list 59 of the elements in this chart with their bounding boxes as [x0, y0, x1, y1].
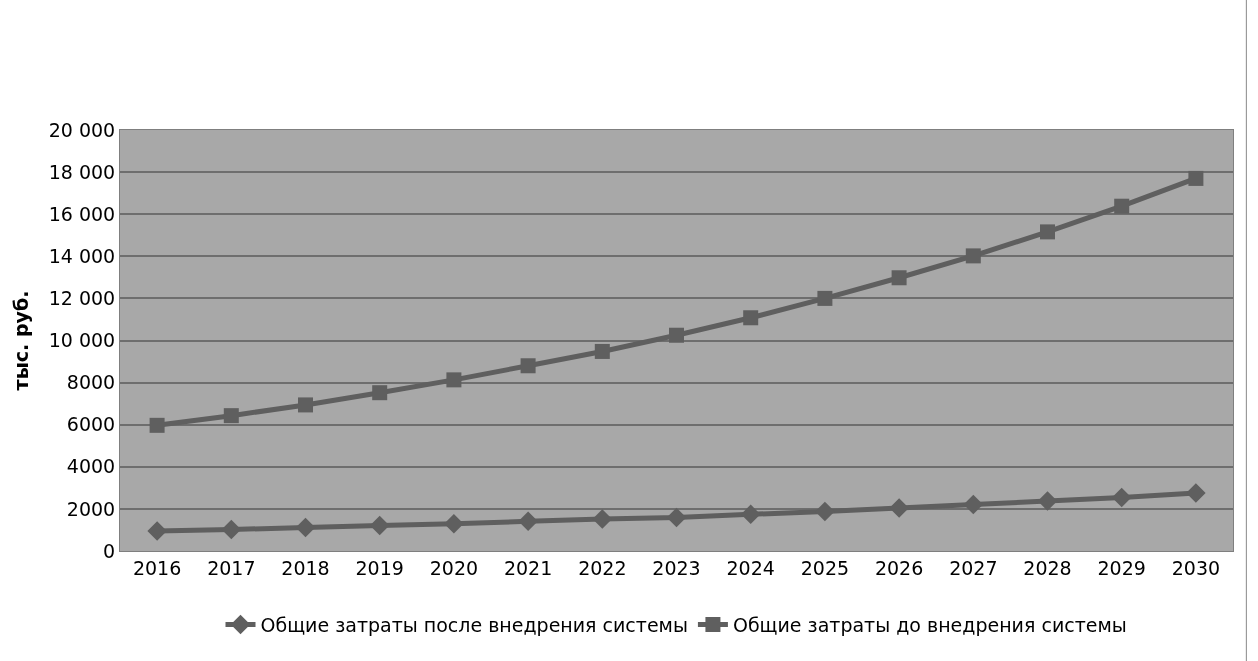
- point: [1037, 491, 1058, 511]
- x-tick-label: 2016: [132, 556, 182, 579]
- point: [965, 248, 981, 264]
- point: [295, 517, 316, 538]
- x-tick-label: 2023: [652, 556, 701, 579]
- point: [223, 408, 239, 424]
- legend-label: Общие затраты до внедрения системы: [732, 613, 1127, 636]
- point: [147, 521, 167, 541]
- x-tick-label: 2017: [207, 556, 256, 579]
- point: [666, 507, 687, 528]
- x-tick-label: 2019: [355, 556, 404, 579]
- point: [446, 372, 462, 388]
- point: [1111, 487, 1132, 508]
- y-tick-label: 6000: [66, 413, 116, 436]
- y-tick-label: 0: [103, 539, 116, 562]
- point: [817, 290, 833, 306]
- point: [518, 511, 538, 532]
- y-tick-label: 10 000: [48, 329, 116, 352]
- x-tick-label: 2022: [578, 556, 627, 579]
- point: [149, 417, 165, 433]
- x-tick-label: 2024: [726, 556, 775, 579]
- point: [743, 310, 759, 326]
- point: [891, 270, 907, 286]
- point: [815, 501, 835, 522]
- x-tick-label: 2020: [429, 556, 479, 579]
- x-tick-label: 2029: [1097, 556, 1146, 579]
- y-tick-label: 14 000: [48, 244, 116, 267]
- point: [1186, 483, 1206, 503]
- y-tick-label: 12 000: [48, 287, 116, 310]
- point: [1188, 170, 1204, 186]
- y-tick-label: 8000: [66, 371, 116, 394]
- y-tick-label: 20 000: [48, 118, 116, 141]
- point: [372, 385, 388, 401]
- point: [1114, 198, 1130, 214]
- point: [520, 358, 536, 374]
- point: [889, 498, 909, 518]
- y-axis-title: тыс. руб.: [9, 290, 32, 391]
- point: [963, 494, 984, 515]
- point: [369, 515, 390, 536]
- point: [1040, 224, 1055, 240]
- y-tick-label: 16 000: [48, 202, 116, 225]
- point: [298, 397, 313, 413]
- y-tick-label: 4000: [66, 455, 116, 478]
- point: [669, 327, 684, 343]
- y-tick-label: 18 000: [48, 160, 116, 183]
- point: [221, 519, 242, 540]
- x-tick-label: 2021: [503, 556, 553, 579]
- x-tick-label: 2025: [800, 556, 850, 579]
- x-tick-label: 2018: [281, 556, 330, 579]
- x-tick-label: 2028: [1023, 556, 1072, 579]
- x-tick-label: 2030: [1171, 556, 1221, 579]
- point: [594, 343, 610, 359]
- point: [592, 509, 613, 529]
- x-tick-label: 2027: [949, 556, 998, 579]
- x-tick-label: 2026: [874, 556, 924, 579]
- point: [444, 513, 464, 534]
- y-tick-label: 2000: [66, 497, 116, 520]
- point: [740, 504, 761, 525]
- legend-label: Общие затраты после внедрения системы: [260, 613, 688, 636]
